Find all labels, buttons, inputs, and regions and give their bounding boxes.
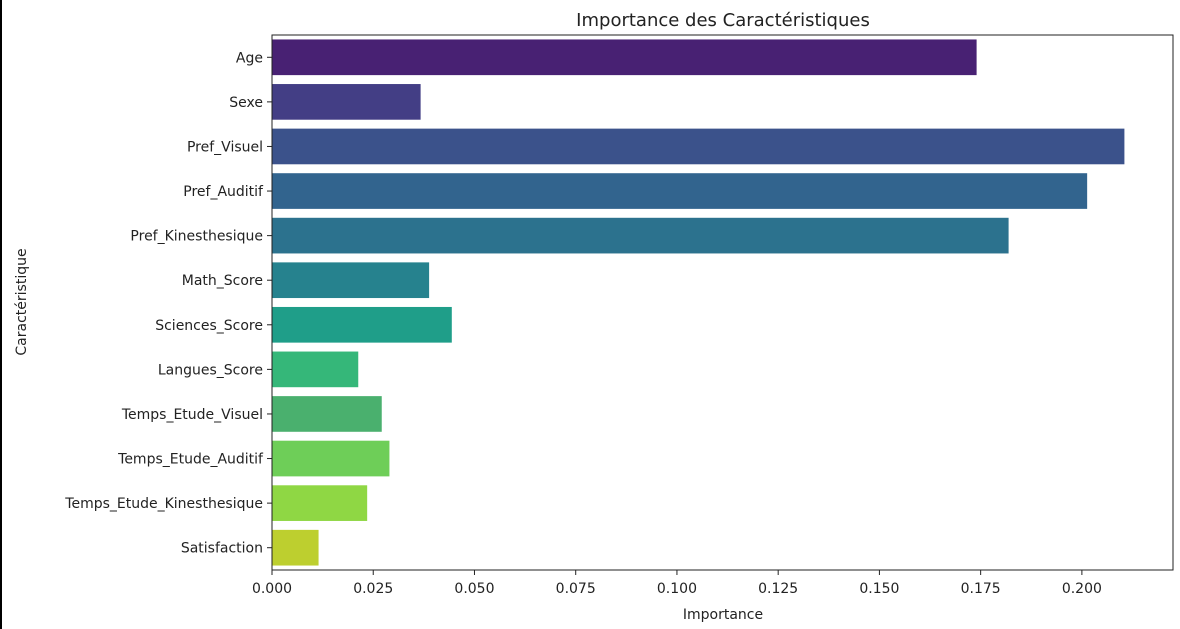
bar-pref-visuel (272, 128, 1125, 165)
y-tick-label: Satisfaction (181, 541, 263, 557)
bar-langues-score (272, 351, 359, 388)
y-tick-label: Temps_Etude_Visuel (121, 407, 263, 423)
x-tick-label: 0.125 (758, 581, 798, 597)
bar-age (272, 39, 977, 76)
bars-group (272, 39, 1125, 566)
y-tick-label: Math_Score (182, 273, 263, 289)
x-axis-label: Importance (683, 607, 763, 623)
x-tick-label: 0.000 (252, 581, 292, 597)
bar-temps-etude-kinesthesique (272, 485, 368, 521)
bar-sciences-score (272, 306, 452, 343)
bar-pref-kinesthesique (272, 217, 1009, 254)
bar-temps-etude-auditif (272, 440, 390, 477)
x-tick-label: 0.200 (1062, 581, 1102, 597)
x-tick-label: 0.175 (961, 581, 1001, 597)
y-tick-label: Pref_Auditif (183, 184, 264, 200)
x-tick-label: 0.050 (454, 581, 494, 597)
x-tick-label: 0.100 (657, 581, 697, 597)
y-tick-label: Temps_Etude_Kinesthesique (64, 496, 263, 512)
bar-math-score (272, 262, 430, 299)
bar-pref-auditif (272, 173, 1088, 209)
chart-title: Importance des Caractéristiques (576, 10, 870, 31)
y-tick-label: Pref_Kinesthesique (130, 229, 263, 245)
x-tick-label: 0.075 (556, 581, 596, 597)
y-tick-label: Temps_Etude_Auditif (117, 452, 264, 468)
plot-frame (271, 34, 1174, 571)
x-ticks: 0.000 0.025 0.050 0.075 0.100 0.125 0.150 0.175… (252, 570, 1102, 597)
bar-sexe (272, 84, 421, 120)
window-left-border (0, 0, 2, 629)
y-tick-label: Sexe (229, 95, 263, 111)
bar-temps-etude-visuel (272, 396, 382, 432)
y-tick-label: Sciences_Score (155, 318, 263, 334)
bar-satisfaction (272, 529, 319, 566)
y-tick-label: Pref_Visuel (187, 139, 263, 155)
x-tick-label: 0.150 (859, 581, 899, 597)
x-tick-label: 0.025 (353, 581, 393, 597)
y-tick-label: Age (236, 50, 263, 66)
y-tick-label: Langues_Score (158, 362, 263, 378)
y-tick-labels: Age Sexe Pref_Visuel Pref_Auditif Pref_Kines… (64, 50, 272, 557)
y-axis-label: Caractéristique (14, 248, 30, 355)
